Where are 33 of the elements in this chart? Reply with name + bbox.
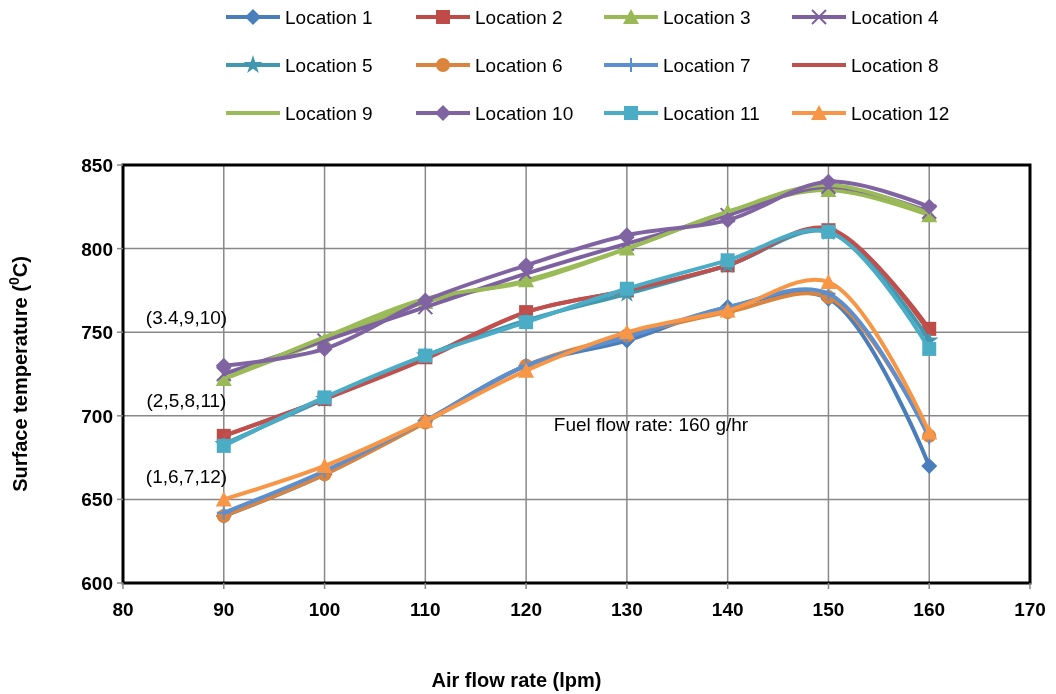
annotation: (1,6,7,12): [145, 465, 228, 487]
legend-label: Location 11: [663, 103, 760, 124]
annotation: (3.4,9,10): [145, 306, 228, 328]
legend-label: Location 1: [285, 7, 373, 28]
x-tick-label: 110: [410, 599, 441, 620]
x-tick-label: 90: [213, 599, 235, 620]
x-tick-label: 100: [308, 599, 341, 620]
x-axis-title: Air flow rate (lpm): [431, 669, 602, 691]
legend-label: Location 4: [851, 7, 940, 28]
legend-label: Location 5: [285, 55, 373, 76]
legend-label: Location 9: [285, 103, 373, 124]
legend-label: Location 8: [851, 55, 939, 76]
legend-label: Location 2: [475, 7, 563, 28]
legend-label: Location 6: [475, 55, 563, 76]
x-tick-label: 130: [611, 599, 643, 620]
x-tick-label: 120: [510, 599, 542, 620]
y-tick-label: 700: [81, 405, 113, 427]
x-tick-label: 80: [112, 599, 134, 620]
y-tick-label: 750: [81, 322, 113, 344]
x-tick-label: 170: [1014, 599, 1046, 620]
legend-label: Location 12: [851, 103, 950, 124]
y-tick-label: 800: [81, 238, 113, 260]
legend-label: Location 3: [663, 7, 751, 28]
annotation: Fuel flow rate: 160 g/hr: [553, 414, 749, 436]
legend-label: Location 7: [663, 55, 751, 76]
y-tick-label: 650: [81, 489, 113, 511]
y-tick-label: 600: [81, 573, 113, 594]
x-tick-label: 140: [711, 599, 744, 620]
y-tick-label: 850: [81, 155, 113, 176]
x-tick-label: 150: [812, 599, 845, 620]
legend-label: Location 10: [475, 103, 574, 124]
annotation: (2,5,8,11): [146, 389, 227, 411]
x-tick-label: 160: [913, 599, 946, 620]
